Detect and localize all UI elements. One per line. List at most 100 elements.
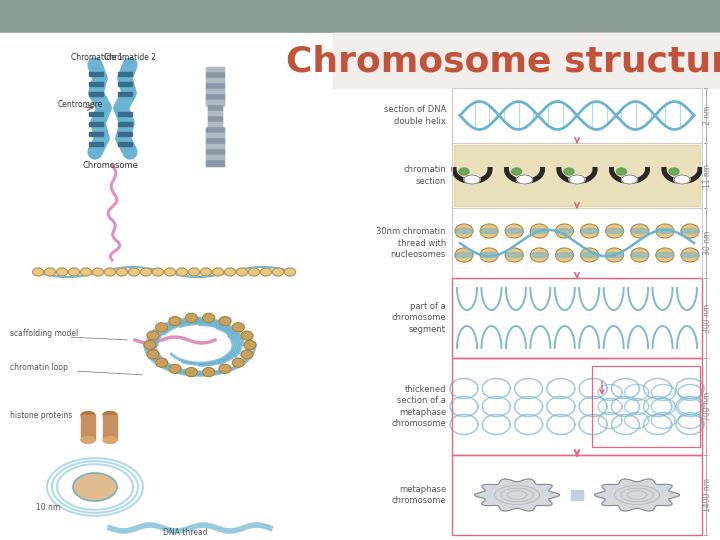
FancyBboxPatch shape: [207, 161, 225, 167]
Text: 1400 nm: 1400 nm: [703, 478, 711, 512]
Text: chromatin loop: chromatin loop: [10, 363, 68, 372]
Ellipse shape: [176, 268, 187, 276]
Ellipse shape: [169, 316, 181, 326]
Text: DNA thread: DNA thread: [163, 528, 207, 537]
Text: metaphase
chromosome: metaphase chromosome: [392, 485, 446, 505]
Ellipse shape: [681, 224, 699, 238]
Ellipse shape: [81, 411, 95, 418]
Ellipse shape: [212, 268, 223, 276]
Ellipse shape: [284, 268, 295, 276]
Ellipse shape: [656, 224, 674, 238]
Ellipse shape: [459, 168, 469, 175]
Text: Chromatide 1: Chromatide 1: [71, 53, 123, 62]
FancyBboxPatch shape: [207, 133, 225, 139]
FancyBboxPatch shape: [208, 106, 222, 112]
Ellipse shape: [505, 228, 523, 233]
Ellipse shape: [169, 364, 181, 373]
Bar: [89, 122, 103, 125]
Ellipse shape: [45, 268, 55, 276]
Text: Chromosome structure: Chromosome structure: [287, 45, 720, 79]
Ellipse shape: [674, 175, 690, 184]
Bar: [118, 132, 132, 136]
Ellipse shape: [32, 268, 43, 276]
Ellipse shape: [555, 224, 573, 238]
Ellipse shape: [164, 268, 176, 276]
Ellipse shape: [531, 248, 549, 262]
Text: section of DNA
double helix: section of DNA double helix: [384, 105, 446, 126]
Bar: [0, 0, 720, 33]
Bar: [103, 415, 117, 440]
Bar: [118, 112, 132, 116]
Ellipse shape: [580, 228, 598, 233]
FancyBboxPatch shape: [207, 84, 225, 90]
Ellipse shape: [580, 248, 598, 262]
Ellipse shape: [147, 331, 159, 340]
Ellipse shape: [656, 228, 674, 233]
Bar: [89, 82, 103, 85]
Ellipse shape: [669, 168, 679, 175]
Ellipse shape: [531, 228, 549, 233]
FancyBboxPatch shape: [207, 150, 225, 156]
Ellipse shape: [631, 224, 649, 238]
Ellipse shape: [156, 323, 168, 332]
Bar: [452, 278, 702, 358]
Ellipse shape: [580, 224, 598, 238]
FancyBboxPatch shape: [207, 95, 225, 100]
Ellipse shape: [464, 175, 480, 184]
Ellipse shape: [241, 331, 253, 340]
Polygon shape: [73, 473, 117, 501]
Ellipse shape: [92, 268, 104, 276]
Bar: [452, 88, 702, 143]
Ellipse shape: [248, 268, 259, 276]
Text: 10 nm: 10 nm: [36, 503, 60, 512]
FancyBboxPatch shape: [207, 144, 225, 150]
Text: scaffolding model: scaffolding model: [10, 329, 78, 338]
Ellipse shape: [621, 175, 637, 184]
Ellipse shape: [233, 358, 244, 367]
Text: 11 nm: 11 nm: [703, 164, 711, 187]
Ellipse shape: [531, 224, 549, 238]
Ellipse shape: [140, 268, 151, 276]
Ellipse shape: [455, 248, 473, 262]
Ellipse shape: [153, 268, 163, 276]
Ellipse shape: [144, 341, 156, 349]
Text: 700 nm: 700 nm: [703, 392, 711, 421]
FancyBboxPatch shape: [207, 78, 225, 84]
Bar: [118, 92, 132, 96]
Text: histone proteins: histone proteins: [10, 411, 72, 420]
Ellipse shape: [555, 253, 573, 258]
Ellipse shape: [516, 175, 533, 184]
Text: Chromosome: Chromosome: [82, 161, 138, 170]
FancyBboxPatch shape: [208, 123, 222, 128]
Ellipse shape: [631, 228, 649, 233]
Ellipse shape: [480, 248, 498, 262]
Ellipse shape: [616, 168, 626, 175]
Ellipse shape: [156, 358, 168, 367]
FancyBboxPatch shape: [207, 100, 225, 106]
Ellipse shape: [272, 268, 284, 276]
Bar: [454, 145, 700, 206]
Ellipse shape: [505, 253, 523, 258]
Ellipse shape: [68, 268, 79, 276]
Ellipse shape: [656, 248, 674, 262]
Bar: [452, 358, 702, 455]
Ellipse shape: [511, 168, 521, 175]
Ellipse shape: [505, 248, 523, 262]
Ellipse shape: [531, 253, 549, 258]
Bar: [118, 142, 132, 145]
Text: chromatin
section: chromatin section: [403, 165, 446, 186]
Bar: [89, 112, 103, 116]
Bar: [89, 142, 103, 145]
Ellipse shape: [203, 313, 215, 322]
Ellipse shape: [117, 268, 127, 276]
Ellipse shape: [606, 228, 624, 233]
Ellipse shape: [681, 228, 699, 233]
Ellipse shape: [480, 253, 498, 258]
Ellipse shape: [103, 411, 117, 418]
Ellipse shape: [569, 175, 585, 184]
FancyBboxPatch shape: [207, 73, 225, 79]
Ellipse shape: [56, 268, 68, 276]
Ellipse shape: [480, 224, 498, 238]
Text: 30 nm: 30 nm: [703, 231, 711, 255]
Bar: [452, 208, 702, 278]
